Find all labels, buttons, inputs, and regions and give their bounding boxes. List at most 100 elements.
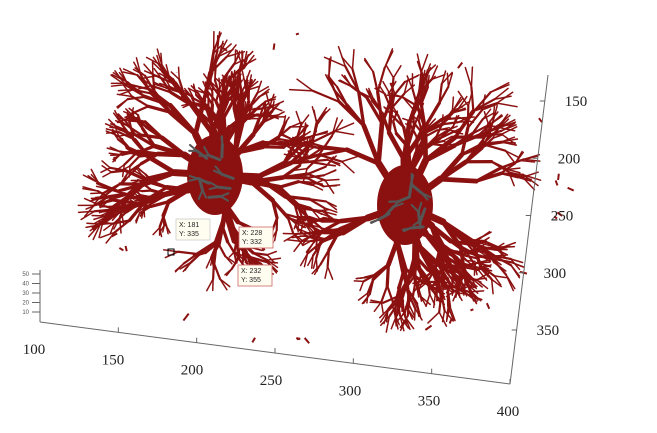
datatip-x: X: 181 xyxy=(179,222,199,229)
vessel-segment xyxy=(128,154,141,168)
vessel-segment xyxy=(501,141,516,144)
vessel-segment xyxy=(366,278,375,295)
vessel-segment xyxy=(296,227,310,234)
vessel-segment xyxy=(457,90,470,107)
datatip[interactable]: X: 232 Y: 355 xyxy=(237,264,273,287)
vessel-segment xyxy=(123,169,147,182)
vessel-segment xyxy=(361,293,371,305)
x-tick-label: 400 xyxy=(497,404,520,420)
vessel-segment xyxy=(240,50,254,64)
vessel-fragment xyxy=(113,156,117,162)
vessel-segment xyxy=(411,280,417,299)
vessel-segment xyxy=(305,176,325,188)
vessel-segment xyxy=(167,109,198,137)
vessel-segment xyxy=(411,87,419,108)
vessel-segment xyxy=(481,94,486,111)
vessel-segment xyxy=(481,120,495,143)
vessel-segment xyxy=(420,53,429,73)
vessel-segment xyxy=(417,70,423,96)
vessel-segment xyxy=(441,114,444,126)
vessel-segment xyxy=(412,232,427,260)
vessel-segment xyxy=(302,167,308,183)
vessel-segment xyxy=(441,70,447,85)
vessel-segment xyxy=(212,254,215,267)
vessel-segment xyxy=(420,273,431,289)
vessel-segment xyxy=(418,289,423,301)
vessel-segment xyxy=(311,130,336,144)
vessel-segment xyxy=(151,143,187,158)
vessel-segment xyxy=(276,127,285,140)
vessel-segment xyxy=(464,146,484,164)
vessel-segment xyxy=(327,74,338,88)
datatip[interactable]: X: 181 Y: 335 xyxy=(175,218,211,241)
vessel-segment xyxy=(300,231,318,243)
vessel-segment xyxy=(382,80,390,94)
vessel-segment xyxy=(141,189,175,203)
vessel-segment xyxy=(451,270,460,287)
vessel-segment xyxy=(415,273,423,289)
vessel-segment xyxy=(239,110,249,121)
vessel-segment xyxy=(234,73,242,85)
vessel-segment xyxy=(302,220,312,228)
vessel-segment xyxy=(131,95,150,108)
vessel-segment xyxy=(314,210,330,218)
vessel-segment xyxy=(411,296,419,311)
vessel-segment xyxy=(220,172,235,180)
vessel-segment xyxy=(405,144,413,176)
vessel-segment xyxy=(207,194,223,199)
vessel-segment xyxy=(278,180,300,189)
vessel-fragment xyxy=(130,115,134,120)
vessel-segment xyxy=(122,71,139,76)
vessel-segment xyxy=(420,191,429,201)
vessel-segment xyxy=(197,87,207,95)
vessel-segment xyxy=(236,132,256,155)
vessel-segment xyxy=(286,216,295,235)
datatip-y: Y: 335 xyxy=(179,231,199,238)
vessel-segment xyxy=(77,210,96,214)
vessel-segment xyxy=(343,74,353,88)
vessel-fragment xyxy=(485,302,491,310)
vessel-segment xyxy=(241,70,246,85)
vessel-segment xyxy=(116,113,127,123)
datatip[interactable]: X: 228 Y: 332 xyxy=(238,226,274,249)
vessel-segment xyxy=(82,174,100,184)
vessel-segment xyxy=(341,56,354,70)
vessel-segment xyxy=(225,75,232,88)
vessel-segment xyxy=(179,262,191,270)
vessel-segment xyxy=(470,277,478,290)
vessel-segment xyxy=(146,104,172,114)
vessel-segment xyxy=(252,251,269,256)
vessel-segment xyxy=(403,79,409,95)
vessel-segment xyxy=(362,273,377,283)
vessel-segment xyxy=(522,174,542,181)
vessel-segment xyxy=(219,192,230,198)
vessel-segment xyxy=(278,185,299,206)
vessel-segment xyxy=(516,176,532,182)
vessel-fragment xyxy=(296,337,301,341)
vessel-segment xyxy=(265,260,279,264)
vessel-segment xyxy=(107,192,126,198)
vessel-segment xyxy=(149,200,171,209)
vessel-segment xyxy=(376,120,385,166)
vessel-fragment xyxy=(448,317,453,324)
vessel-segment xyxy=(159,224,166,233)
vessel-segment xyxy=(292,136,308,143)
vessel-segment xyxy=(413,307,416,321)
vessel-segment xyxy=(316,108,331,122)
vessel-segment xyxy=(292,167,308,172)
vessel-segment xyxy=(328,56,332,78)
vessel-segment xyxy=(394,312,400,326)
vessel-segment xyxy=(297,180,314,184)
vessel-segment xyxy=(158,226,163,238)
vessel-segment xyxy=(404,75,419,83)
vessel-segment xyxy=(490,278,494,295)
vessel-segment xyxy=(387,107,394,135)
vessel-segment xyxy=(419,219,422,230)
vessel-segment xyxy=(280,132,297,142)
vessel-segment xyxy=(233,250,240,259)
vessel-segment xyxy=(223,202,235,229)
vessel-segment xyxy=(143,120,164,140)
z-tick-label: 40 xyxy=(22,282,29,288)
vessel-segment xyxy=(90,192,105,195)
